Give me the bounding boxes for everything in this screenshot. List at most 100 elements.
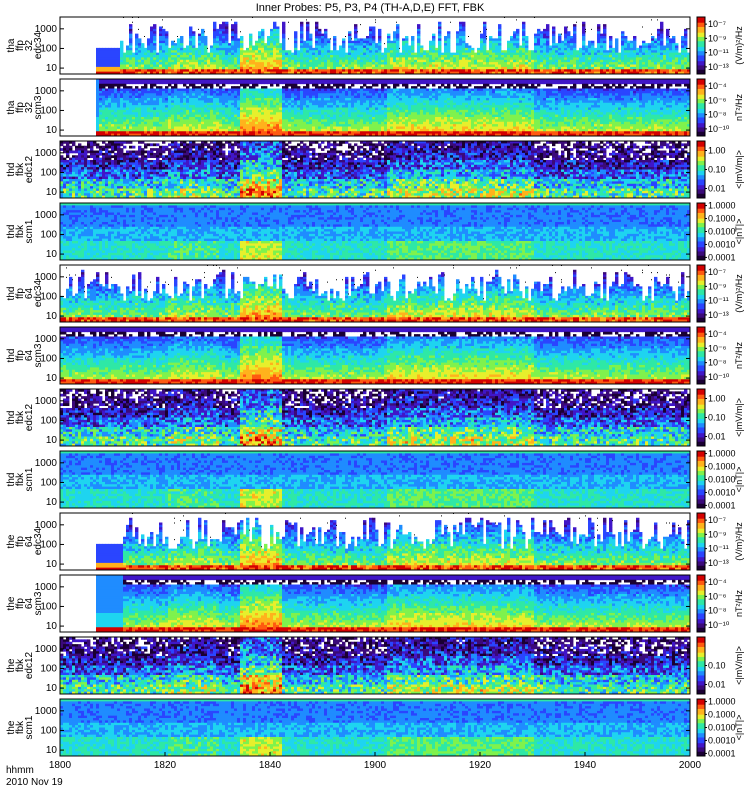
heatmap-cell (159, 38, 162, 41)
heatmap-cell (177, 55, 180, 58)
heatmap-cell (147, 57, 150, 60)
heatmap-cell (138, 67, 141, 70)
heatmap-cell (150, 67, 153, 70)
heatmap-cell (225, 38, 228, 41)
heatmap-cell (165, 36, 168, 39)
heatmap-cell (114, 50, 117, 53)
heatmap-cell (111, 60, 114, 63)
heatmap-cell (204, 67, 207, 70)
heatmap-cell (219, 24, 222, 27)
heatmap-cell (186, 60, 189, 63)
heatmap-cell (120, 50, 123, 53)
heatmap-cell (105, 53, 108, 56)
heatmap-cell (192, 65, 195, 68)
heatmap-cell (135, 36, 138, 39)
heatmap-cell (120, 65, 123, 68)
heatmap-cell (201, 38, 204, 41)
heatmap-cell (195, 62, 198, 65)
heatmap-cell (162, 36, 165, 39)
heatmap-cell (132, 62, 135, 65)
heatmap-cell (114, 48, 117, 51)
heatmap-cell (165, 62, 168, 65)
heatmap-cell (195, 65, 198, 68)
heatmap-cell (225, 62, 228, 65)
heatmap-cell (99, 55, 102, 58)
heatmap-cell (216, 62, 219, 65)
heatmap-cell (153, 48, 156, 51)
heatmap-cell (108, 53, 111, 56)
heatmap-cell (183, 50, 186, 53)
heatmap-cell (123, 57, 126, 60)
heatmap-cell (138, 55, 141, 58)
heatmap-cell (129, 57, 132, 60)
heatmap-cell (198, 50, 201, 53)
heatmap-cell (159, 55, 162, 58)
heatmap-cell (213, 67, 216, 70)
heatmap-cell (225, 48, 228, 51)
heatmap-cell (162, 67, 165, 70)
heatmap-cell (156, 53, 159, 56)
heatmap-cell (225, 41, 228, 44)
heatmap-cell (174, 57, 177, 60)
heatmap-cell (99, 53, 102, 56)
heatmap-cell (180, 53, 183, 56)
heatmap-cell (108, 62, 111, 65)
heatmap-cell (102, 55, 105, 58)
heatmap-cell (171, 60, 174, 63)
heatmap-cell (207, 69, 210, 72)
heatmap-cell (129, 46, 132, 49)
heatmap-cell (222, 69, 225, 72)
heatmap-cell (222, 48, 225, 51)
heatmap-cell (225, 43, 228, 46)
heatmap-cell (168, 53, 171, 56)
heatmap-cell (216, 69, 219, 72)
heatmap-cell (144, 48, 147, 51)
heatmap-cell (204, 69, 207, 72)
heatmap-cell (123, 62, 126, 65)
heatmap-cell (189, 48, 192, 51)
heatmap-cell (192, 41, 195, 44)
heatmap-cell (129, 65, 132, 68)
heatmap-cell (171, 48, 174, 51)
heatmap-cell (192, 36, 195, 39)
heatmap-cell (168, 50, 171, 53)
heatmap-cell (156, 57, 159, 60)
heatmap-cell (147, 38, 150, 41)
heatmap-cell (150, 60, 153, 63)
noise-dot (177, 36, 178, 37)
heatmap-cell (183, 62, 186, 65)
heatmap-cell (192, 31, 195, 34)
heatmap-cell (117, 55, 120, 58)
heatmap-cell (102, 57, 105, 60)
heatmap-cell (213, 48, 216, 51)
heatmap-cell (159, 34, 162, 37)
heatmap-cell (165, 38, 168, 41)
heatmap-cell (180, 65, 183, 68)
heatmap-cell (180, 62, 183, 65)
heatmap-cell (165, 55, 168, 58)
heatmap-cell (183, 69, 186, 72)
heatmap-cell (159, 27, 162, 30)
heatmap-cell (117, 62, 120, 65)
heatmap-cell (192, 57, 195, 60)
heatmap-cell (153, 69, 156, 72)
heatmap-cell (225, 34, 228, 37)
heatmap-cell (225, 67, 228, 70)
heatmap-cell (204, 50, 207, 53)
heatmap-cell (111, 62, 114, 65)
heatmap-cell (201, 57, 204, 60)
heatmap-cell (201, 62, 204, 65)
heatmap-cell (132, 67, 135, 70)
heatmap-cell (108, 67, 111, 70)
heatmap-cell (210, 55, 213, 58)
heatmap-cell (198, 36, 201, 39)
heatmap-cell (186, 48, 189, 51)
heatmap-cell (183, 57, 186, 60)
heatmap-cell (129, 27, 132, 30)
heatmap-cell (108, 50, 111, 53)
heatmap-cell (129, 24, 132, 27)
heatmap-cell (120, 57, 123, 60)
heatmap-cell (210, 60, 213, 63)
heatmap-cell (126, 62, 129, 65)
heatmap-cell (219, 67, 222, 70)
